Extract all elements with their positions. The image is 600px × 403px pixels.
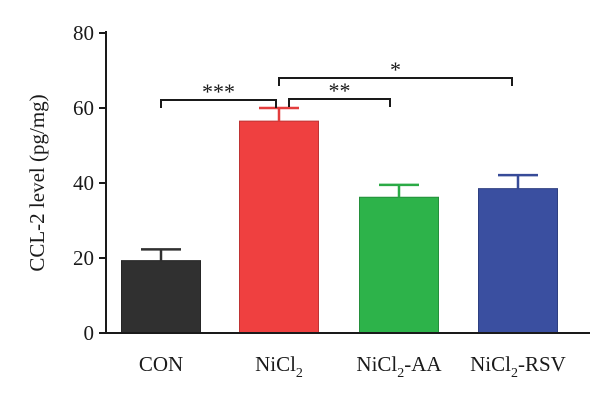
y-axis-ticks: 0 20 40 60 80 [73,21,106,345]
significance-bracket: * [278,57,513,86]
x-category-label: CON [139,352,183,376]
significance-label: * [390,57,401,82]
bar-0 [121,260,201,334]
bracket-line [160,99,277,108]
x-category-label: NiCl2-AA [356,352,442,381]
significance-label: *** [202,79,235,104]
significance-bracket: *** [160,79,277,108]
x-axis-category-labels: CON NiCl2 NiCl2-AA NiCl2-RSV [139,352,566,381]
y-tick-label: 60 [73,96,94,120]
significance-label: ** [329,78,351,103]
y-tick-label: 80 [73,21,94,45]
axes [105,31,590,334]
bracket-line [278,77,513,86]
significance-bracket: ** [288,78,391,107]
y-tick-label: 20 [73,246,94,270]
y-axis-label: CCL-2 level (pg/mg) [25,94,49,271]
x-category-label: NiCl2 [255,352,303,381]
x-category-label: NiCl2-RSV [470,352,566,381]
bracket-line [288,98,391,107]
y-tick-label: 0 [84,321,95,345]
bar-3 [478,188,558,334]
significance-brackets: ****** [160,57,513,108]
bars [121,120,558,334]
bar-2 [359,196,439,334]
y-tick-label: 40 [73,171,94,195]
error-bars [141,106,538,261]
bar-1 [239,120,319,334]
